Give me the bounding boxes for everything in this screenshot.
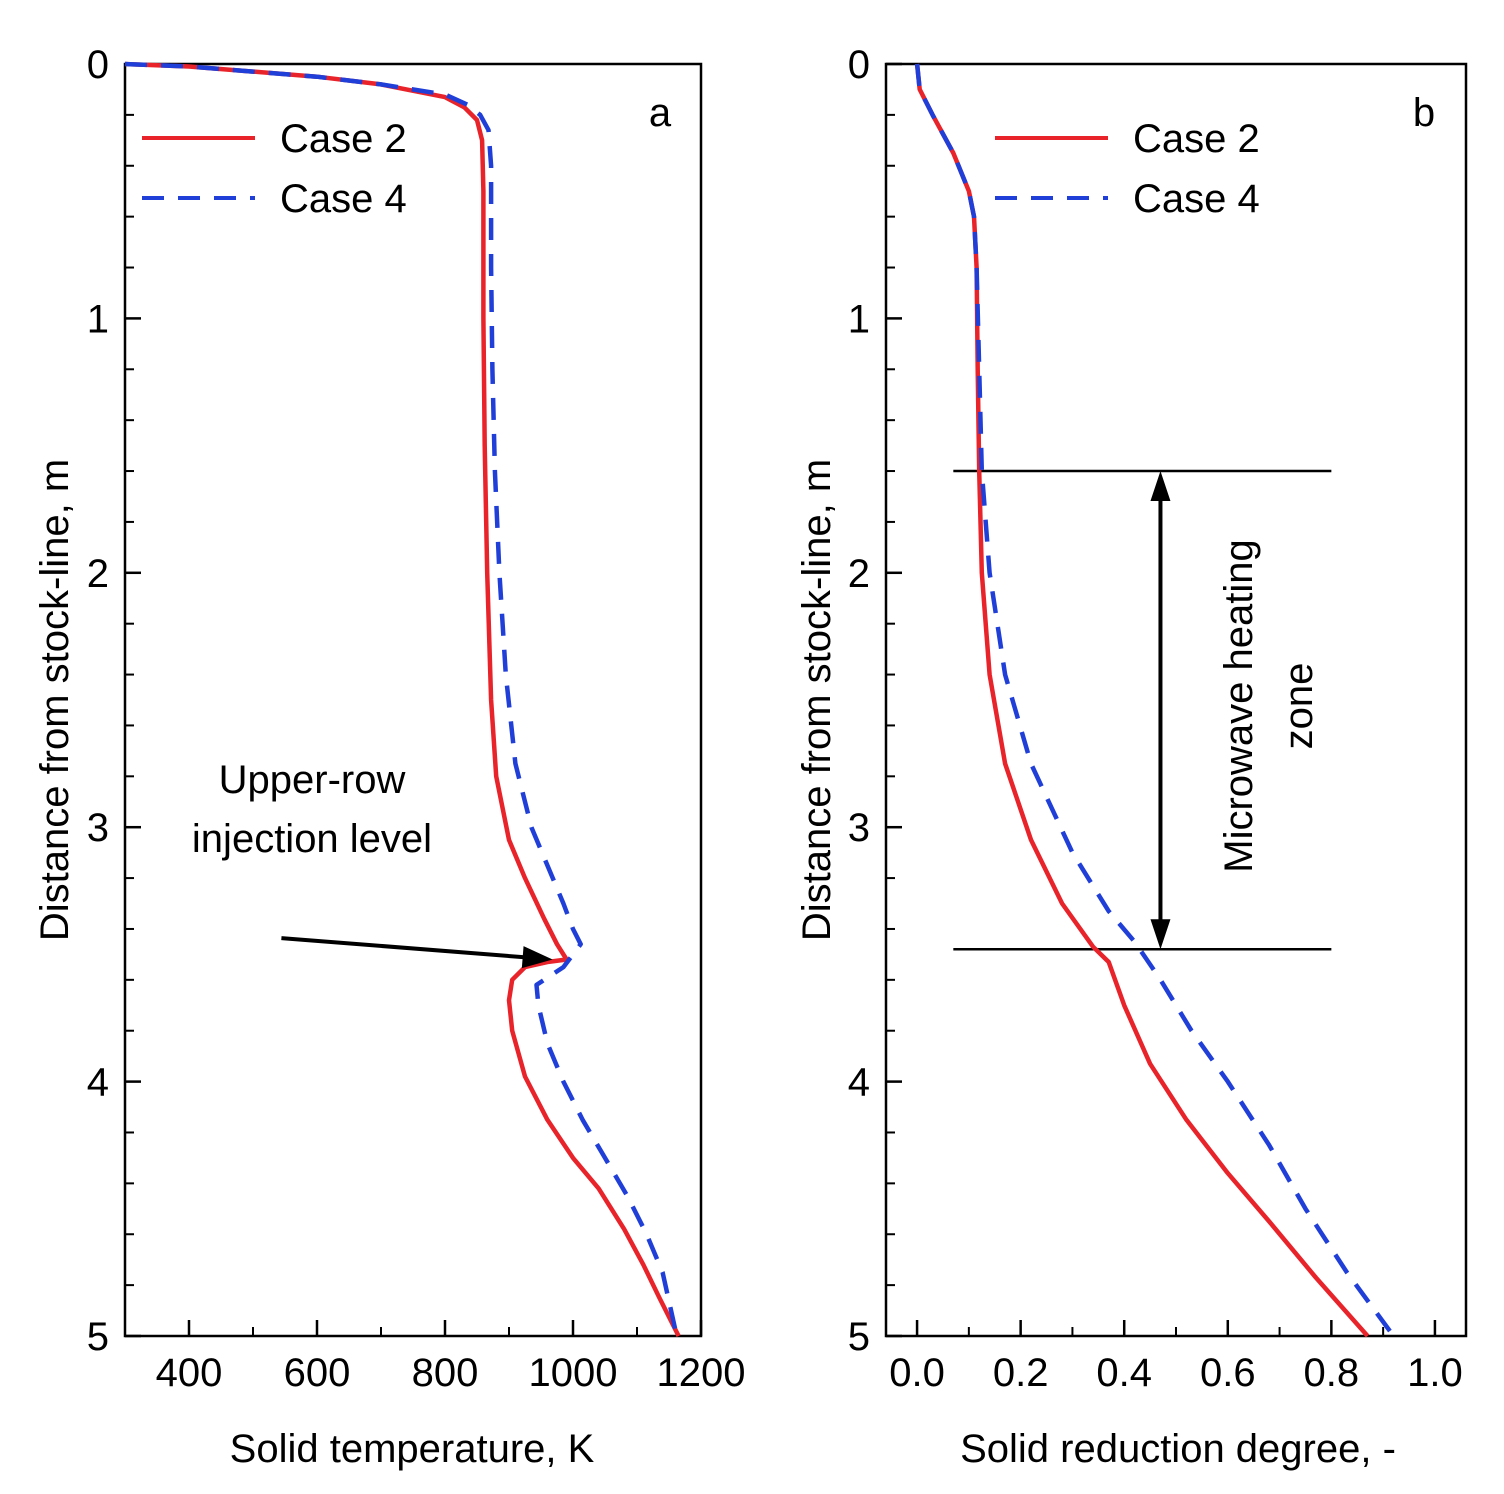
panel-a-annotation-arrowhead — [521, 946, 553, 969]
panel-a-x-tick-label: 800 — [412, 1351, 479, 1395]
panel-b-series — [914, 63, 1396, 1338]
panel-b-y-tick-label: 4 — [848, 1061, 870, 1105]
panel-b-zone-label-line1: Microwave heating — [1217, 539, 1261, 873]
panel-b-zone-arrowhead-bottom — [1150, 919, 1171, 950]
panel-b-letter: b — [1413, 91, 1435, 135]
panel-a-y-axis-title: Distance from stock-line, m — [33, 459, 77, 941]
panel-b: 0.0 0.2 0.4 0.6 0.8 1.0 0 1 2 3 4 5 Microwave heati… — [795, 43, 1468, 1471]
panel-a-x-axis-title: Solid temperature, K — [230, 1427, 595, 1471]
panel-a-series-case4 — [124, 61, 679, 1337]
panel-b-ticks: 0.0 0.2 0.4 0.6 0.8 1.0 0 1 2 3 4 5 — [848, 43, 1463, 1395]
panel-a-ticks: 400 600 800 1000 1200 0 1 2 3 4 5 — [87, 43, 746, 1395]
panel-a-x-tick-label: 400 — [156, 1351, 223, 1395]
panel-b-x-tick-label: 0.0 — [889, 1351, 945, 1395]
panel-b-x-tick-label: 1.0 — [1407, 1351, 1463, 1395]
panel-b-y-tick-label: 5 — [848, 1315, 870, 1359]
panel-a-letter: a — [649, 91, 672, 135]
panel-a-annotation-line1: Upper-row — [219, 758, 406, 802]
panel-a-frame — [123, 62, 703, 1338]
panel-b-y-tick-label: 2 — [848, 552, 870, 596]
panel-b-x-axis-title: Solid reduction degree, - — [960, 1427, 1396, 1471]
panel-a-annotation-arrow — [281, 936, 533, 960]
panel-a-legend: Case 2 Case 4 — [142, 117, 407, 221]
panel-a-y-tick-label: 1 — [87, 297, 109, 341]
panel-b-x-tick-label: 0.4 — [1096, 1351, 1152, 1395]
panel-b-x-tick-label: 0.8 — [1304, 1351, 1360, 1395]
panel-a-y-tick-label: 0 — [87, 43, 109, 87]
panel-a-series — [124, 61, 681, 1338]
panel-b-x-tick-label: 0.2 — [993, 1351, 1049, 1395]
panel-b-legend: Case 2 Case 4 — [995, 117, 1260, 221]
panel-b-y-tick-label: 0 — [848, 43, 870, 87]
panel-a-y-tick-label: 2 — [87, 552, 109, 596]
panel-b-y-tick-label: 3 — [848, 806, 870, 850]
panel-b-legend-label-case2: Case 2 — [1133, 117, 1260, 161]
panel-a-y-tick-label: 4 — [87, 1061, 109, 1105]
panel-b-x-tick-label: 0.6 — [1200, 1351, 1256, 1395]
panel-a-legend-label-case2: Case 2 — [280, 117, 407, 161]
panel-a-x-tick-label: 1000 — [529, 1351, 618, 1395]
panel-a-y-tick-label: 3 — [87, 806, 109, 850]
panel-a-x-tick-label: 600 — [284, 1351, 351, 1395]
panel-a-legend-label-case4: Case 4 — [280, 177, 407, 221]
panel-a-x-tick-label: 1200 — [657, 1351, 746, 1395]
panel-a-series-case2 — [124, 61, 681, 1338]
panel-b-zone-label-line2: zone — [1277, 663, 1321, 750]
panel-b-zone-arrowhead-top — [1150, 471, 1171, 502]
panel-b-y-tick-label: 1 — [848, 297, 870, 341]
panel-b-legend-label-case4: Case 4 — [1133, 177, 1260, 221]
panel-b-y-axis-title: Distance from stock-line, m — [795, 459, 839, 941]
panel-b-series-case4 — [914, 63, 1396, 1338]
panel-a-annotation-line2: injection level — [192, 817, 432, 861]
panel-a-y-tick-label: 5 — [87, 1315, 109, 1359]
